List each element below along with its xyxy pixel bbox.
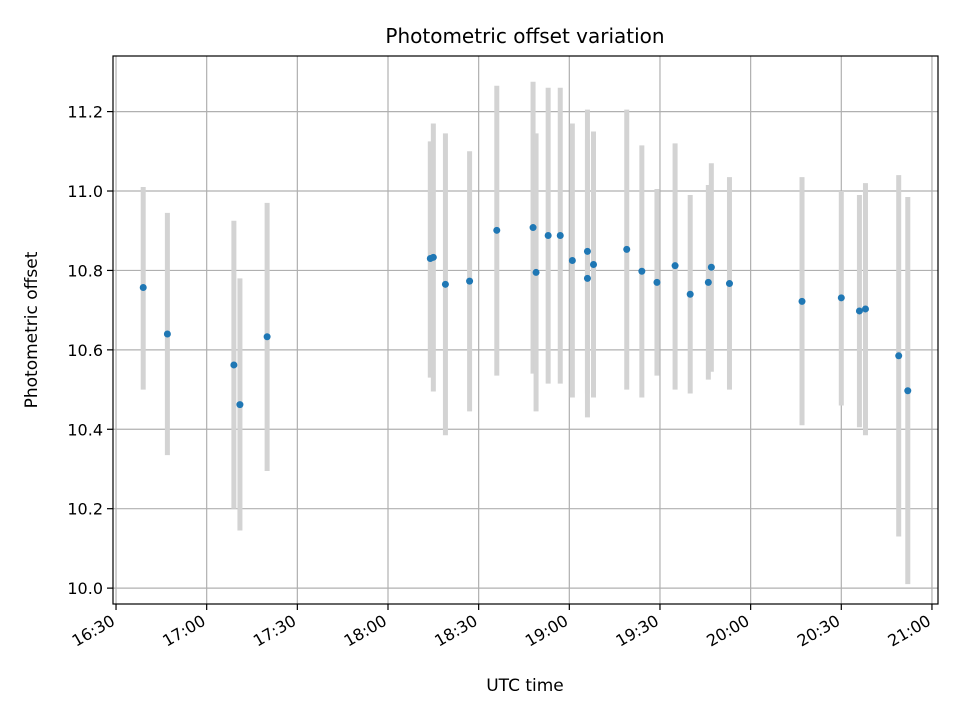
x-tick-label: 19:00 <box>522 611 571 651</box>
x-axis: 16:30 17:00 17:30 18:00 18:30 19:00 19:30 20:00… <box>69 604 934 651</box>
data-point <box>163 330 171 338</box>
x-tick-label: 17:30 <box>250 611 299 651</box>
x-tick-label: 17:00 <box>159 611 208 651</box>
data-point <box>568 257 576 265</box>
y-tick-label: 11.0 <box>67 182 103 201</box>
y-tick-label: 10.2 <box>67 500 103 519</box>
data-point <box>904 387 912 395</box>
data-point <box>653 278 661 286</box>
data-point <box>671 262 679 270</box>
x-tick-label: 19:30 <box>613 611 662 651</box>
x-tick-label: 18:30 <box>431 611 480 651</box>
data-point <box>529 224 537 232</box>
data-point <box>263 333 271 341</box>
data-point <box>704 278 712 286</box>
grid <box>113 56 938 604</box>
chart-title: Photometric offset variation <box>385 24 664 48</box>
data-point <box>236 401 244 409</box>
data-point <box>855 307 863 315</box>
data-points <box>139 224 912 409</box>
y-tick-label: 10.4 <box>67 420 103 439</box>
data-point <box>139 284 147 292</box>
y-tick-label: 10.6 <box>67 341 103 360</box>
data-point <box>532 268 540 276</box>
data-point <box>837 294 845 302</box>
x-tick-label: 18:00 <box>341 611 390 651</box>
data-point <box>798 297 806 305</box>
data-point <box>556 231 564 239</box>
y-tick-label: 10.8 <box>67 261 103 280</box>
data-point <box>589 260 597 268</box>
data-point <box>230 361 238 369</box>
data-point <box>638 267 646 275</box>
y-axis: 10.0 10.2 10.4 10.6 10.8 11.0 11.2 <box>67 103 113 598</box>
data-point <box>429 253 437 261</box>
data-point <box>544 231 552 239</box>
x-tick-label: 16:30 <box>69 611 118 651</box>
x-axis-label: UTC time <box>486 676 564 696</box>
x-tick-label: 21:00 <box>885 611 934 651</box>
x-tick-label: 20:30 <box>794 611 843 651</box>
data-point <box>623 245 631 253</box>
y-axis-label: Photometric offset <box>22 251 42 408</box>
data-point <box>583 247 591 255</box>
data-point <box>493 226 501 234</box>
data-point <box>441 280 449 288</box>
data-point <box>861 305 869 313</box>
y-tick-label: 10.0 <box>67 579 103 598</box>
y-tick-label: 11.2 <box>67 103 103 122</box>
x-tick-label: 20:00 <box>703 611 752 651</box>
data-point <box>895 352 903 360</box>
plot-frame <box>112 55 939 605</box>
data-point <box>686 290 694 298</box>
data-point <box>466 277 474 285</box>
data-point <box>707 263 715 271</box>
data-point <box>583 274 591 282</box>
data-point <box>725 280 733 288</box>
